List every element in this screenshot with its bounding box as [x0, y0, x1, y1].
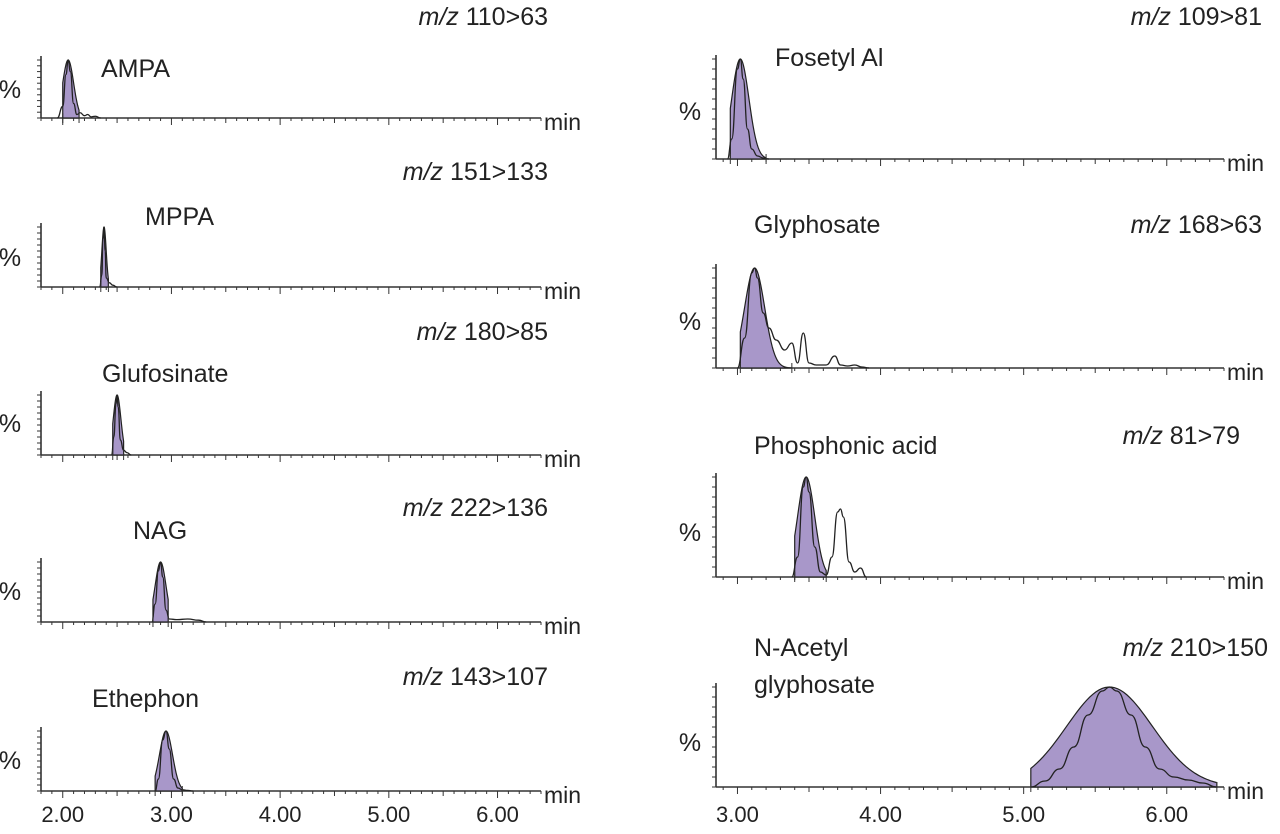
compound-label: Ethephon [92, 685, 199, 713]
x-tick-label: 5.00 [1002, 802, 1045, 827]
transition-label: m/z 180>85 [417, 318, 548, 346]
integrated-peak-area [1030, 686, 1218, 788]
y-axis-label: % [0, 76, 21, 104]
chromatogram-panel: min% Glyphosate m/z 168>63 [679, 211, 1264, 385]
y-axis-label: % [0, 578, 21, 606]
transition-label: m/z 222>136 [403, 494, 548, 522]
y-axis-label: % [0, 410, 21, 438]
y-axis-label: % [0, 244, 21, 272]
chromatogram-trace [99, 226, 118, 288]
chromatogram-trace [151, 561, 207, 623]
integrated-peak-area [62, 59, 80, 119]
chromatogram-trace [154, 730, 194, 792]
compound-label: glyphosate [754, 671, 875, 699]
transition-value: 151>133 [450, 158, 548, 186]
transition-label: m/z 210>150 [1123, 634, 1268, 662]
chromatogram-trace [791, 476, 867, 578]
compound-label: Glufosinate [102, 360, 228, 388]
compound-label: Fosetyl Al [775, 44, 883, 72]
integrated-peak-area [152, 561, 169, 623]
chromatogram-panel: min% Ethephon m/z 143>107 [0, 663, 581, 808]
x-unit-label: min [1227, 150, 1264, 176]
transition-value: 110>63 [466, 3, 548, 31]
y-axis-label: % [679, 308, 701, 336]
x-unit-label: min [544, 782, 581, 808]
x-tick-label: 6.00 [476, 802, 519, 827]
chromatogram-panel: min% MPPA m/z 151>133 [0, 158, 581, 304]
transition-value: 222>136 [450, 494, 548, 522]
y-axis-label: % [679, 98, 701, 126]
compound-label: Phosphonic acid [754, 432, 937, 460]
transition-label: m/z 151>133 [403, 158, 548, 186]
transition-value: 168>63 [1178, 211, 1262, 239]
transition-label: m/z 110>63 [419, 3, 548, 31]
mz-prefix: m/z [1131, 3, 1178, 31]
mz-prefix: m/z [419, 3, 466, 31]
chromatogram-trace [726, 58, 769, 160]
chromatogram-panel: min% N-Acetyl glyphosate m/z 210>150 [679, 634, 1268, 804]
transition-value: 109>81 [1178, 3, 1262, 31]
chromatogram-panel: min% Glufosinate m/z 180>85 [0, 318, 581, 472]
x-unit-label: min [544, 446, 581, 472]
mz-prefix: m/z [1123, 634, 1170, 662]
compound-label: NAG [133, 517, 187, 545]
mz-prefix: m/z [417, 318, 464, 346]
chromatogram-panel: min% AMPA m/z 110>63 [0, 3, 581, 135]
transition-value: 143>107 [450, 663, 548, 691]
compound-label: MPPA [145, 203, 214, 231]
x-unit-label: min [1227, 359, 1264, 385]
compound-label: Glyphosate [754, 211, 880, 239]
compound-label: N-Acetyl [754, 634, 848, 662]
chromatogram-panel: min% Fosetyl Al m/z 109>81 [679, 3, 1264, 176]
integrated-peak-area [794, 476, 827, 578]
x-unit-label: min [544, 109, 581, 135]
x-tick-label: 3.00 [716, 802, 759, 827]
mz-prefix: m/z [403, 158, 450, 186]
mz-prefix: m/z [1131, 211, 1178, 239]
transition-value: 180>85 [464, 318, 548, 346]
x-unit-label: min [1227, 568, 1264, 594]
chromatogram-trace [56, 59, 101, 119]
x-tick-label: 3.00 [150, 802, 193, 827]
mz-prefix: m/z [403, 663, 450, 691]
mz-prefix: m/z [1123, 422, 1170, 450]
transition-label: m/z 109>81 [1131, 3, 1262, 31]
x-tick-label: 6.00 [1145, 802, 1188, 827]
x-unit-label: min [544, 613, 581, 639]
x-unit-label: min [1227, 778, 1264, 804]
x-tick-label: 2.00 [41, 802, 84, 827]
y-axis-label: % [679, 729, 701, 757]
y-axis-label: % [679, 519, 701, 547]
x-tick-label: 5.00 [367, 802, 410, 827]
mz-prefix: m/z [403, 494, 450, 522]
compound-label: AMPA [101, 55, 170, 83]
x-tick-label: 4.00 [259, 802, 302, 827]
chromatogram-panel: min% NAG m/z 222>136 [0, 494, 581, 639]
chromatogram-trace [111, 394, 132, 456]
transition-label: m/z 81>79 [1123, 422, 1240, 450]
chromatogram-trace [736, 267, 870, 369]
integrated-peak-area [729, 58, 767, 160]
integrated-peak-area [154, 730, 183, 792]
chromatogram-panel: min% Phosphonic acid m/z 81>79 [679, 422, 1264, 594]
x-unit-label: min [544, 278, 581, 304]
transition-value: 210>150 [1170, 634, 1268, 662]
chromatogram-trace [1030, 686, 1217, 788]
transition-label: m/z 168>63 [1131, 211, 1262, 239]
x-tick-label: 4.00 [859, 802, 902, 827]
transition-value: 81>79 [1170, 422, 1240, 450]
y-axis-label: % [0, 747, 21, 775]
transition-label: m/z 143>107 [403, 663, 548, 691]
